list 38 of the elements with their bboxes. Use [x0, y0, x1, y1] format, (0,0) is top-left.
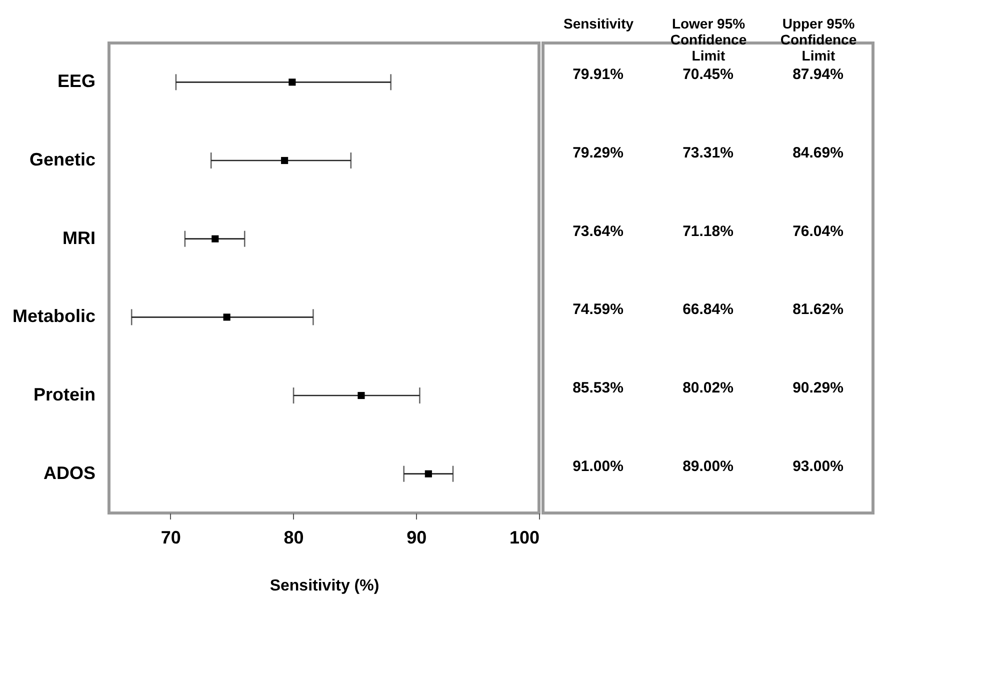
text: 76.04% — [792, 222, 844, 240]
y-tick-label: ADOS — [43, 462, 96, 483]
category-label: Upper 95% Confidence Limit — [780, 16, 857, 64]
text: 90.29% — [792, 380, 844, 396]
point — [223, 314, 230, 321]
x-tick-label: 90 — [406, 528, 427, 548]
category-label: Lower 95% Confidence Limit — [670, 16, 747, 64]
text: 74.59% — [572, 301, 624, 318]
text: 66.84% — [682, 301, 734, 318]
text: 73.31% — [682, 144, 734, 162]
text: 84.69% — [792, 144, 844, 162]
text: 87.94% — [792, 66, 844, 84]
text: 93.00% — [792, 458, 844, 475]
point — [424, 470, 432, 478]
point — [288, 78, 296, 86]
point — [281, 156, 288, 164]
text: 73.64% — [572, 222, 624, 240]
y-tick-label: Protein — [33, 384, 96, 404]
text: 85.53% — [572, 380, 624, 396]
y-tick-label: Genetic — [29, 150, 96, 170]
text: 79.29% — [572, 144, 624, 162]
x-tick-label: 70 — [160, 528, 181, 548]
text: 71.18% — [682, 222, 734, 240]
x-axis-title: Sensitivity (%) — [270, 578, 380, 594]
text: 80.02% — [682, 380, 734, 396]
x-tick-label: 100 — [509, 528, 540, 548]
text: 70.45% — [682, 66, 734, 84]
y-tick-label: MRI — [62, 228, 96, 248]
point — [358, 392, 365, 400]
text: 89.00% — [682, 458, 734, 475]
y-tick-label: EEG — [57, 71, 96, 92]
text: 91.00% — [572, 458, 624, 475]
point — [212, 235, 219, 242]
y-tick-label: Metabolic — [12, 306, 96, 326]
text: 81.62% — [792, 301, 844, 318]
category-label: Sensitivity — [563, 16, 634, 32]
text: 79.91% — [572, 66, 624, 84]
x-tick-label: 80 — [284, 528, 304, 548]
